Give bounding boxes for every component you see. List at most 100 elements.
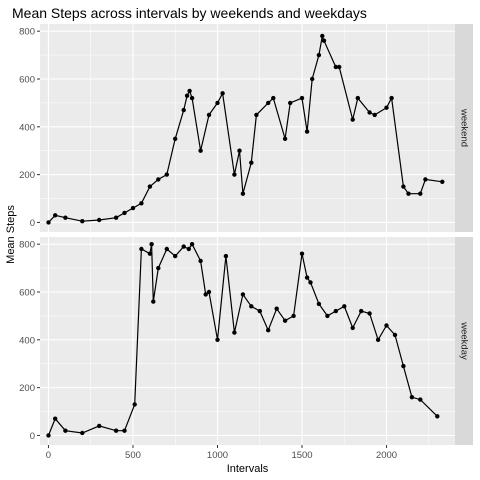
data-point bbox=[367, 110, 372, 115]
data-point bbox=[151, 299, 156, 304]
x-axis-label: Intervals bbox=[227, 463, 269, 475]
data-point bbox=[139, 246, 144, 252]
data-point bbox=[215, 337, 220, 342]
data-point bbox=[215, 100, 220, 106]
data-point bbox=[237, 148, 242, 153]
data-point bbox=[254, 112, 259, 118]
facet-strip bbox=[455, 24, 473, 232]
data-point bbox=[147, 184, 153, 189]
data-point bbox=[198, 258, 203, 264]
data-point bbox=[189, 242, 195, 247]
data-point bbox=[220, 91, 225, 96]
data-point bbox=[350, 117, 355, 122]
y-tick-label: 600 bbox=[19, 287, 35, 298]
data-point bbox=[232, 330, 237, 335]
data-point bbox=[316, 52, 322, 58]
data-point bbox=[310, 76, 315, 82]
data-point bbox=[186, 246, 191, 252]
data-point bbox=[266, 100, 271, 106]
data-point bbox=[288, 100, 293, 106]
data-point bbox=[359, 308, 364, 314]
x-tick-label: 2000 bbox=[376, 450, 397, 461]
data-point bbox=[240, 292, 246, 297]
data-point bbox=[156, 177, 161, 182]
data-point bbox=[320, 33, 325, 39]
data-point bbox=[304, 129, 310, 134]
data-point bbox=[181, 107, 186, 113]
data-point bbox=[384, 105, 389, 110]
data-point bbox=[184, 93, 190, 98]
data-point bbox=[203, 292, 208, 297]
data-point bbox=[113, 428, 119, 433]
data-point bbox=[350, 325, 355, 331]
data-point bbox=[325, 313, 330, 319]
data-point bbox=[299, 251, 305, 256]
data-point bbox=[206, 112, 212, 118]
data-point bbox=[249, 304, 254, 309]
y-tick-label: 0 bbox=[30, 431, 35, 442]
data-point bbox=[122, 210, 127, 216]
data-point bbox=[401, 184, 406, 189]
data-point bbox=[409, 395, 415, 400]
data-point bbox=[232, 172, 237, 177]
data-point bbox=[266, 328, 271, 333]
data-point bbox=[223, 253, 229, 259]
y-tick-label: 600 bbox=[19, 74, 35, 85]
data-point bbox=[147, 251, 153, 256]
panel-background bbox=[40, 237, 455, 445]
data-point bbox=[122, 428, 127, 433]
data-point bbox=[164, 246, 169, 252]
data-point bbox=[392, 332, 398, 338]
data-point bbox=[384, 323, 389, 328]
data-point bbox=[53, 416, 58, 421]
data-point bbox=[299, 95, 305, 101]
data-point bbox=[63, 428, 68, 433]
data-point bbox=[282, 136, 288, 141]
facet-label-weekend: weekend bbox=[458, 108, 469, 147]
data-point bbox=[173, 253, 178, 259]
y-tick-label: 800 bbox=[19, 240, 35, 251]
data-point bbox=[423, 177, 428, 182]
facet-label-weekday: weekday bbox=[458, 321, 469, 360]
panel-background bbox=[40, 24, 455, 232]
data-point bbox=[406, 191, 411, 196]
data-point bbox=[291, 313, 296, 319]
data-point bbox=[372, 112, 377, 118]
y-tick-label: 400 bbox=[19, 122, 35, 133]
data-point bbox=[187, 88, 192, 94]
data-point bbox=[333, 308, 338, 314]
y-tick-label: 200 bbox=[19, 170, 35, 181]
data-point bbox=[132, 402, 137, 407]
data-point bbox=[198, 148, 203, 153]
data-point bbox=[130, 205, 136, 211]
y-tick-label: 800 bbox=[19, 27, 35, 38]
x-tick-label: 1000 bbox=[207, 450, 228, 461]
y-tick-label: 400 bbox=[19, 335, 35, 346]
data-point bbox=[206, 289, 212, 295]
x-tick-label: 1500 bbox=[291, 450, 312, 461]
data-point bbox=[249, 160, 254, 165]
x-tick-label: 0 bbox=[46, 450, 51, 461]
data-point bbox=[240, 191, 246, 196]
data-point bbox=[113, 215, 119, 220]
facet-strip bbox=[455, 237, 473, 445]
chart-title: Mean Steps across intervals by weekends … bbox=[12, 5, 367, 21]
data-point bbox=[375, 337, 381, 342]
data-point bbox=[181, 244, 186, 249]
data-point bbox=[164, 172, 169, 177]
data-point bbox=[321, 38, 327, 43]
data-point bbox=[355, 95, 360, 101]
data-point bbox=[80, 219, 85, 224]
data-point bbox=[156, 265, 161, 271]
y-tick-label: 200 bbox=[19, 383, 35, 394]
data-point bbox=[316, 301, 322, 307]
data-point bbox=[367, 311, 372, 316]
data-point bbox=[282, 318, 288, 323]
data-point bbox=[149, 242, 154, 247]
x-tick-label: 500 bbox=[125, 450, 141, 461]
data-point bbox=[333, 64, 338, 70]
data-point bbox=[418, 191, 423, 196]
data-point bbox=[274, 306, 279, 311]
data-point bbox=[189, 95, 195, 101]
